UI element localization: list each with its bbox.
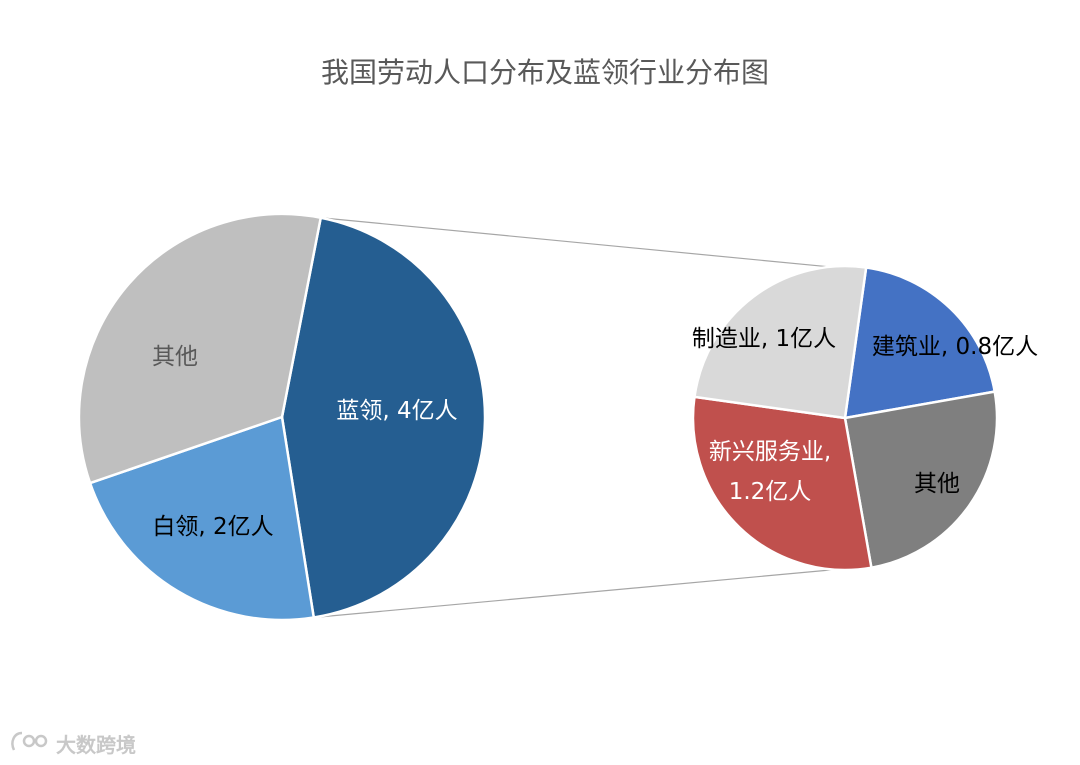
sub-pie-slice-0 <box>843 266 997 420</box>
main-pie-label-0: 蓝领, 4亿人 <box>336 398 457 424</box>
sub-pie-slice-1 <box>843 390 999 570</box>
sub-pie-slice-3 <box>693 264 868 420</box>
main-pie-slice-2 <box>77 212 323 485</box>
watermark: 大数跨境 <box>11 731 136 757</box>
connector-lines <box>313 217 835 619</box>
watermark-text: 大数跨境 <box>56 733 136 757</box>
connector-line-bottom <box>313 569 835 619</box>
sub-pie-label-3: 制造业, 1亿人 <box>692 326 836 352</box>
connector-line-top <box>320 217 830 268</box>
sub-pie-slice-2 <box>691 395 873 572</box>
main-pie-label-1: 白领, 2亿人 <box>152 514 273 540</box>
brand-logo-icon <box>11 731 48 751</box>
sub-pie-label-1: 其他 <box>914 471 960 497</box>
sub-pie-label-2: 新兴服务业, 1.2亿人 <box>709 439 831 505</box>
main-pie-label-2: 其他 <box>152 344 198 370</box>
chart-title: 我国劳动人口分布及蓝领行业分布图 <box>321 56 769 89</box>
sub-pie-label-0: 建筑业, 0.8亿人 <box>872 334 1038 360</box>
main-pie-slice-0 <box>280 216 487 619</box>
main-pie-slice-1 <box>88 415 316 622</box>
